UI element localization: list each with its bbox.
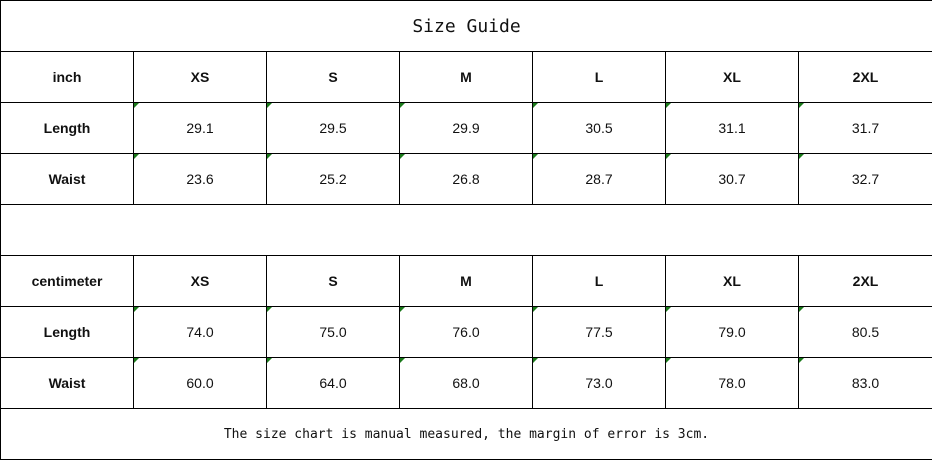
measure-value: 29.9 (399, 102, 533, 154)
measure-label: Waist (0, 357, 134, 409)
page-title: Size Guide (0, 0, 932, 52)
measure-value: 31.7 (798, 102, 932, 154)
size-header: XS (133, 51, 267, 103)
size-header: S (266, 255, 400, 307)
size-header: 2XL (798, 51, 932, 103)
size-header: L (532, 255, 666, 307)
table-row: Waist 23.6 25.2 26.8 28.7 30.7 32.7 (0, 153, 932, 205)
table-row: The size chart is manual measured, the m… (0, 408, 932, 460)
measure-value: 80.5 (798, 306, 932, 358)
measure-value: 29.5 (266, 102, 400, 154)
measure-value: 26.8 (399, 153, 533, 205)
table-row (0, 204, 932, 256)
unit-header: centimeter (0, 255, 134, 307)
measure-value: 32.7 (798, 153, 932, 205)
measure-value: 74.0 (133, 306, 267, 358)
table-row: Size Guide (0, 0, 932, 52)
table-row: Length 74.0 75.0 76.0 77.5 79.0 80.5 (0, 306, 932, 358)
measure-value: 76.0 (399, 306, 533, 358)
measure-value: 30.5 (532, 102, 666, 154)
measure-value: 75.0 (266, 306, 400, 358)
size-header: S (266, 51, 400, 103)
table-row: inch XS S M L XL 2XL (0, 51, 932, 103)
spacer-row (0, 204, 932, 256)
unit-header: inch (0, 51, 134, 103)
footnote: The size chart is manual measured, the m… (0, 408, 932, 460)
measure-label: Length (0, 102, 134, 154)
table-row: centimeter XS S M L XL 2XL (0, 255, 932, 307)
measure-value: 29.1 (133, 102, 267, 154)
size-header: L (532, 51, 666, 103)
measure-value: 28.7 (532, 153, 666, 205)
measure-value: 73.0 (532, 357, 666, 409)
size-header: 2XL (798, 255, 932, 307)
size-header: XL (665, 51, 799, 103)
size-header: M (399, 255, 533, 307)
measure-value: 23.6 (133, 153, 267, 205)
measure-value: 30.7 (665, 153, 799, 205)
measure-value: 83.0 (798, 357, 932, 409)
measure-label: Waist (0, 153, 134, 205)
measure-value: 31.1 (665, 102, 799, 154)
table-row: Waist 60.0 64.0 68.0 73.0 78.0 83.0 (0, 357, 932, 409)
measure-value: 78.0 (665, 357, 799, 409)
measure-value: 77.5 (532, 306, 666, 358)
measure-value: 79.0 (665, 306, 799, 358)
size-header: M (399, 51, 533, 103)
size-header: XL (665, 255, 799, 307)
measure-value: 68.0 (399, 357, 533, 409)
measure-value: 64.0 (266, 357, 400, 409)
size-header: XS (133, 255, 267, 307)
table-row: Length 29.1 29.5 29.9 30.5 31.1 31.7 (0, 102, 932, 154)
measure-value: 60.0 (133, 357, 267, 409)
measure-value: 25.2 (266, 153, 400, 205)
measure-label: Length (0, 306, 134, 358)
